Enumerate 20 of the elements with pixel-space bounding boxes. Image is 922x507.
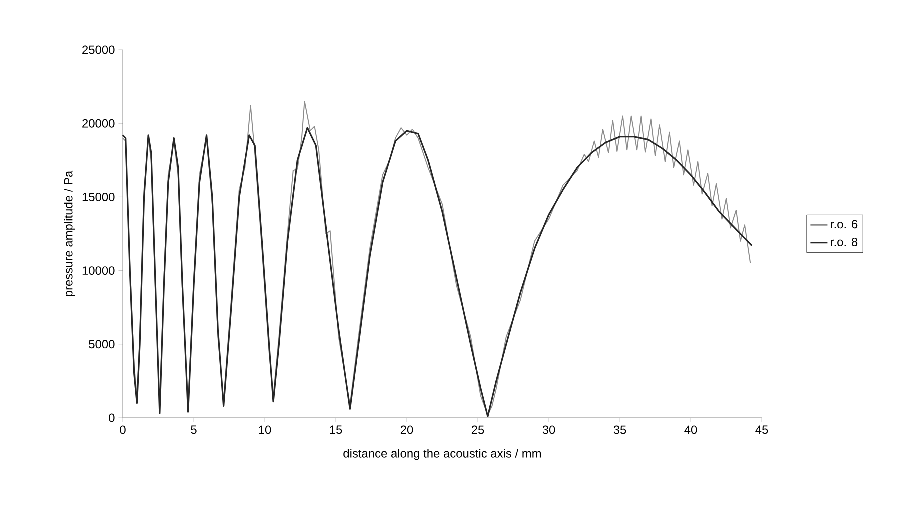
y-tick-label: 20000 (82, 119, 115, 128)
y-tick-label: 15000 (82, 192, 115, 202)
y-tick-label: 0 (109, 414, 115, 422)
legend-label: r.o. 6 (831, 220, 858, 229)
y-axis-title: pressure amplitude / Pa (64, 170, 76, 296)
y-tick-label: 10000 (82, 266, 115, 276)
x-tick-label: 0 (120, 426, 126, 434)
x-tick-label: 40 (684, 426, 698, 434)
x-tick-label: 45 (756, 426, 768, 434)
x-tick-label: 10 (259, 426, 272, 434)
y-tick-label: 5000 (89, 340, 115, 349)
x-tick-label: 35 (614, 426, 626, 434)
x-tick-label: 30 (542, 426, 556, 434)
x-tick-label: 15 (330, 426, 342, 434)
legend-label: r.o. 8 (831, 238, 858, 246)
x-axis-title: distance along the acoustic axis / mm (344, 449, 542, 460)
x-tick-label: 25 (472, 426, 484, 434)
x-tick-label: 5 (191, 426, 197, 434)
y-tick-label: 25000 (82, 46, 115, 54)
x-tick-label: 20 (400, 426, 414, 434)
